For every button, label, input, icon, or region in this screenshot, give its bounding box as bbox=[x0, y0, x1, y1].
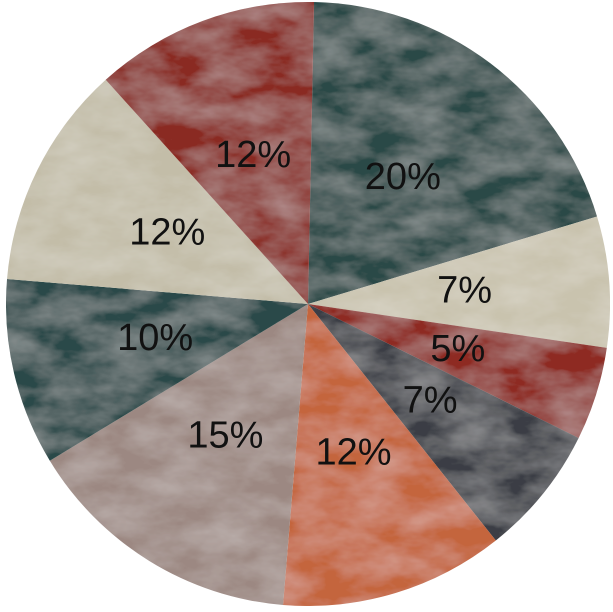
pie-slice bbox=[7, 79, 309, 305]
data-label: 5% bbox=[430, 328, 485, 370]
data-label: 12% bbox=[316, 431, 392, 473]
pie-slice bbox=[308, 304, 607, 439]
data-label: 12% bbox=[215, 134, 291, 176]
pie-slice bbox=[49, 304, 308, 605]
data-label: 10% bbox=[117, 317, 193, 359]
pie-slice bbox=[105, 1, 315, 304]
pie-slice bbox=[308, 2, 598, 305]
pie-slice bbox=[308, 216, 610, 348]
data-label: 7% bbox=[403, 380, 458, 422]
pie-slice bbox=[308, 304, 579, 541]
data-label: 7% bbox=[437, 269, 492, 311]
pie-slice bbox=[6, 279, 309, 461]
data-label: 15% bbox=[187, 415, 263, 457]
data-label: 12% bbox=[129, 211, 205, 253]
pie-slice bbox=[283, 304, 496, 607]
data-label: 20% bbox=[365, 156, 441, 198]
